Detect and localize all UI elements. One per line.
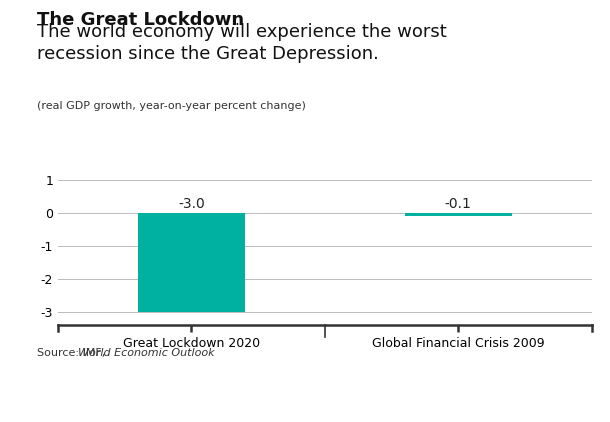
Bar (405, 213, 512, 216)
Text: World Economic Outlook: World Economic Outlook (78, 348, 215, 358)
Text: (real GDP growth, year-on-year percent change): (real GDP growth, year-on-year percent c… (37, 101, 306, 111)
Text: Source: IMF,: Source: IMF, (37, 348, 109, 358)
Text: The world economy will experience the worst
recession since the Great Depression: The world economy will experience the wo… (37, 23, 447, 63)
Text: -0.1: -0.1 (445, 197, 472, 211)
Text: The Great Lockdown: The Great Lockdown (37, 11, 244, 29)
Bar (138, 213, 245, 312)
Text: -3.0: -3.0 (178, 197, 205, 211)
Text: .: . (141, 348, 145, 358)
Text: INTERNATIONAL MONETARY FUND: INTERNATIONAL MONETARY FUND (172, 395, 438, 409)
